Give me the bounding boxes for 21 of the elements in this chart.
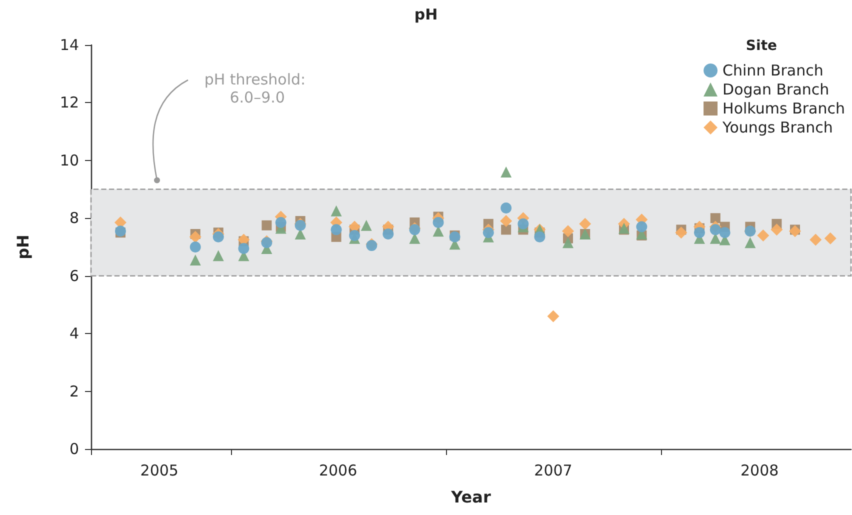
y-tick-label: 10	[60, 151, 79, 170]
legend-label: Dogan Branch	[722, 80, 830, 98]
y-tick-label: 6	[69, 266, 79, 285]
legend-label: Youngs Branch	[722, 118, 833, 136]
y-tick-label: 2	[69, 382, 79, 400]
y-tick-label: 0	[69, 440, 79, 458]
x-axis-title: Year	[450, 488, 491, 506]
y-tick-label: 8	[69, 209, 79, 228]
x-tick-label: 2008	[740, 462, 779, 480]
x-tick-label: 2007	[534, 462, 572, 480]
y-tick-label: 4	[69, 324, 79, 343]
chart-title: pH	[414, 6, 438, 24]
legend-label: Holkums Branch	[722, 100, 846, 118]
legend-label: Chinn Branch	[722, 62, 824, 80]
y-tick-label: 12	[60, 94, 79, 112]
y-tick-label: 14	[60, 36, 79, 54]
y-axis-title: pH	[14, 234, 32, 260]
x-tick-label: 2005	[140, 462, 178, 480]
legend-title: Site	[746, 38, 778, 54]
x-tick-label: 2006	[318, 462, 358, 480]
band-label: pH threshold: 6.0–9.0	[204, 70, 310, 107]
